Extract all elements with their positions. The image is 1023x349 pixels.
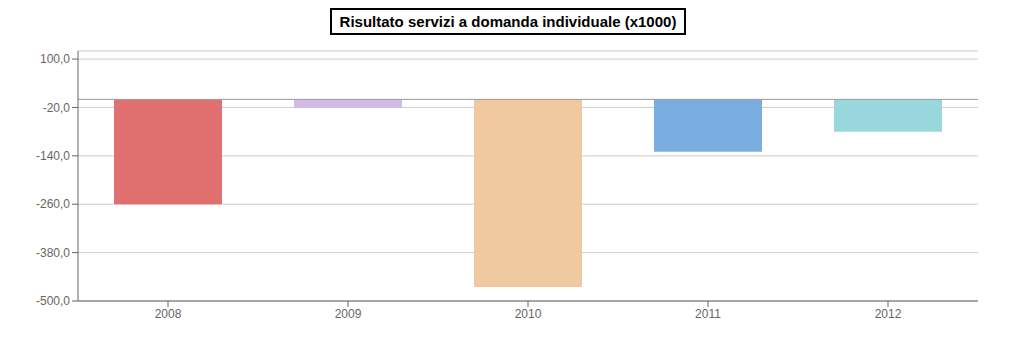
html-text:Risultato servizi a domanda in: Risultato servizi a domanda individuale … [339, 13, 677, 30]
svg-text:-500,0: -500,0 [36, 294, 70, 308]
svg-text:2008: 2008 [155, 307, 182, 321]
svg-text:-380,0: -380,0 [36, 246, 70, 260]
svg-text:-260,0: -260,0 [36, 197, 70, 211]
svg-text:-20,0: -20,0 [43, 101, 71, 115]
svg-text:2009: 2009 [335, 307, 362, 321]
svg-text:2010: 2010 [515, 307, 542, 321]
svg-text:100,0: 100,0 [40, 52, 70, 66]
svg-text:2012: 2012 [875, 307, 902, 321]
svg-text:2011: 2011 [695, 307, 721, 321]
svg-text:-140,0: -140,0 [36, 149, 70, 163]
